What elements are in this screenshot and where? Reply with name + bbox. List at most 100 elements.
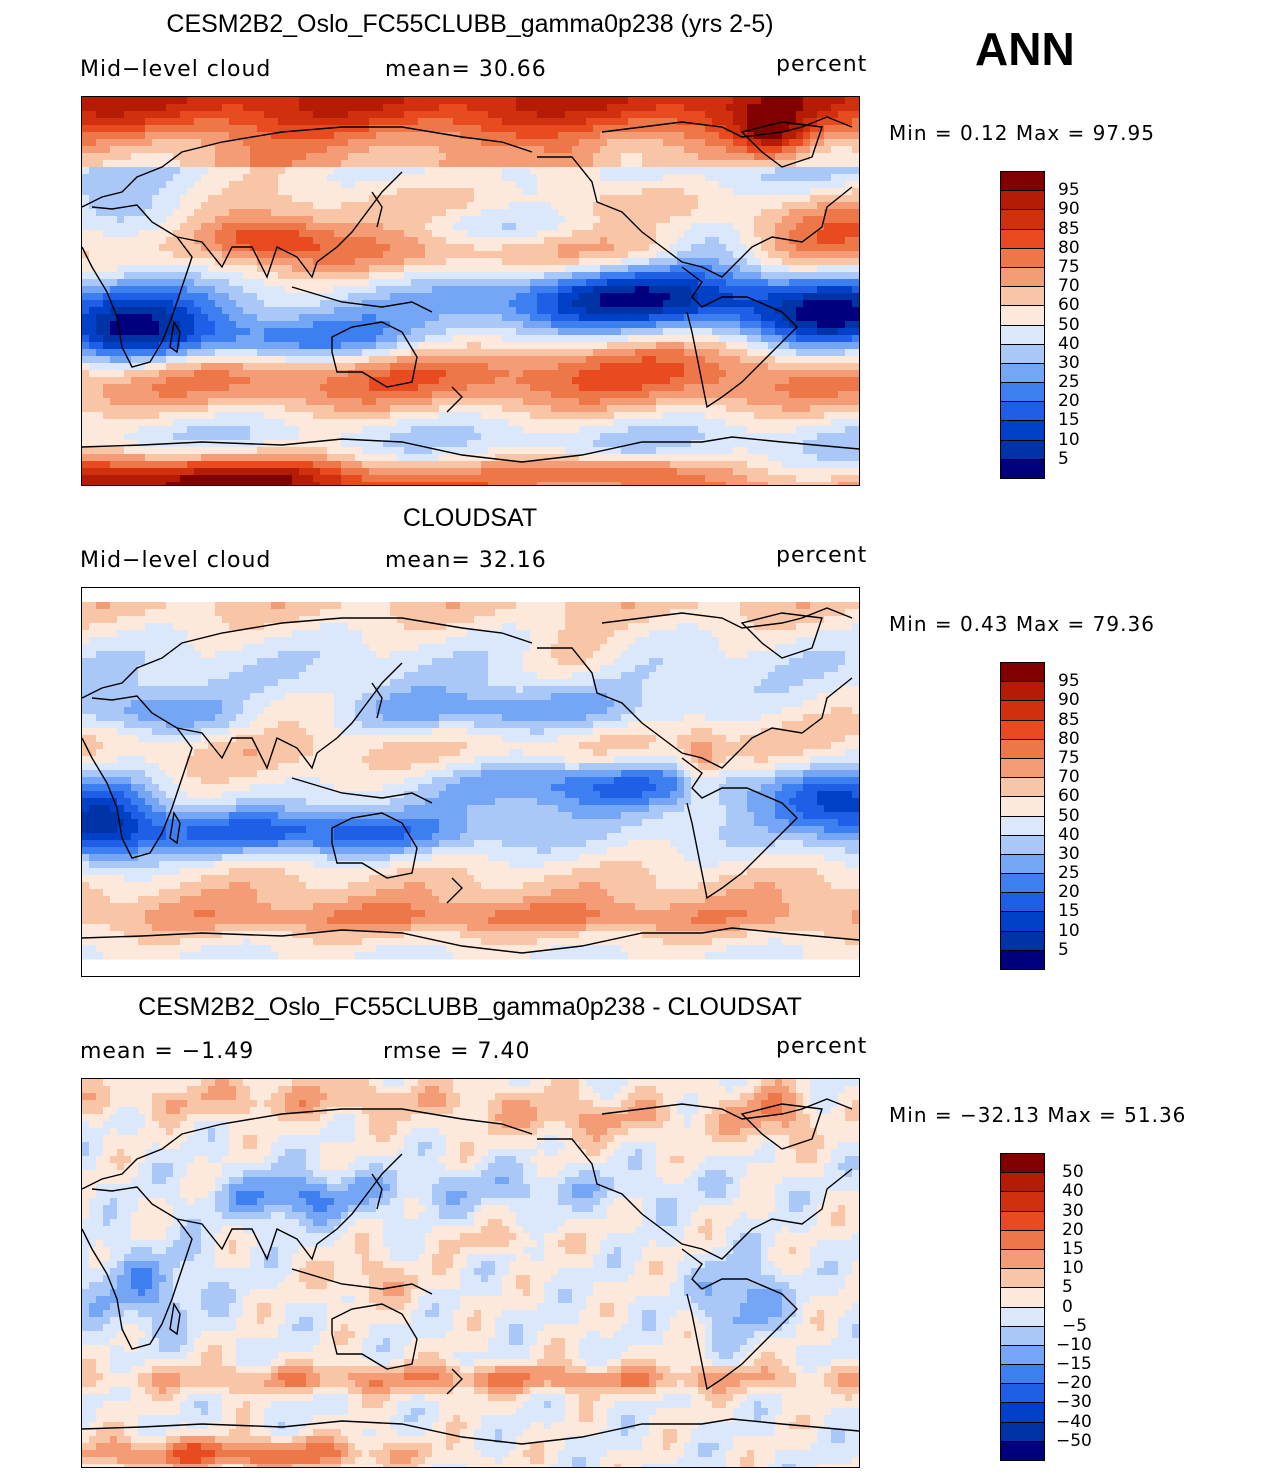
contour-cell xyxy=(369,188,377,196)
contour-cell xyxy=(509,188,517,196)
contour-cell xyxy=(348,265,356,273)
contour-cell xyxy=(740,265,748,273)
contour-cell xyxy=(474,363,482,371)
contour-cell xyxy=(229,342,237,350)
contour-cell xyxy=(187,335,195,343)
contour-cell xyxy=(845,188,853,196)
contour-cell xyxy=(82,111,90,119)
contour-cell xyxy=(824,104,832,112)
contour-cell xyxy=(803,293,811,301)
contour-cell xyxy=(173,377,181,385)
contour-cell xyxy=(173,209,181,217)
contour-cell xyxy=(572,244,580,252)
contour-cell xyxy=(719,195,727,203)
contour-cell xyxy=(299,342,307,350)
contour-cell xyxy=(579,391,587,399)
contour-cell xyxy=(726,328,734,336)
contour-cell xyxy=(292,342,300,350)
contour-cell xyxy=(278,104,286,112)
contour-cell xyxy=(572,335,580,343)
contour-cell xyxy=(278,139,286,147)
contour-cell xyxy=(754,181,762,189)
contour-cell xyxy=(355,153,363,161)
contour-cell xyxy=(103,132,111,140)
contour-cell xyxy=(383,405,391,413)
contour-cell xyxy=(201,216,209,224)
contour-cell xyxy=(355,321,363,329)
contour-cell xyxy=(810,307,818,315)
contour-cell xyxy=(600,237,608,245)
contour-cell xyxy=(292,230,300,238)
contour-cell xyxy=(180,349,188,357)
contour-cell xyxy=(166,265,174,273)
contour-cell xyxy=(586,328,594,336)
contour-cell xyxy=(201,258,209,266)
contour-cell xyxy=(677,209,685,217)
contour-cell xyxy=(306,188,314,196)
contour-cell xyxy=(138,244,146,252)
contour-cell xyxy=(705,188,713,196)
contour-cell xyxy=(537,181,545,189)
contour-cell xyxy=(656,202,664,210)
contour-cell xyxy=(628,167,636,175)
contour-cell xyxy=(551,265,559,273)
contour-cell xyxy=(299,377,307,385)
contour-cell xyxy=(663,335,671,343)
contour-cell xyxy=(208,223,216,231)
contour-cell xyxy=(768,202,776,210)
contour-cell xyxy=(166,398,174,406)
contour-cell xyxy=(474,118,482,126)
contour-cell xyxy=(593,293,601,301)
contour-cell xyxy=(446,188,454,196)
contour-cell xyxy=(362,223,370,231)
contour-cell xyxy=(565,104,573,112)
contour-cell xyxy=(474,181,482,189)
contour-cell xyxy=(271,160,279,168)
contour-cell xyxy=(530,314,538,322)
contour-cell xyxy=(229,328,237,336)
contour-cell xyxy=(558,265,566,273)
contour-cell xyxy=(383,391,391,399)
contour-cell xyxy=(453,97,461,105)
contour-cell xyxy=(425,125,433,133)
contour-cell xyxy=(530,258,538,266)
contour-cell xyxy=(236,314,244,322)
contour-cell xyxy=(740,370,748,378)
contour-cell xyxy=(390,125,398,133)
contour-cell xyxy=(348,370,356,378)
contour-cell xyxy=(481,349,489,357)
contour-cell xyxy=(607,279,615,287)
contour-cell xyxy=(327,153,335,161)
contour-cell xyxy=(670,349,678,357)
contour-cell xyxy=(355,342,363,350)
contour-cell xyxy=(383,223,391,231)
contour-cell xyxy=(481,223,489,231)
contour-cell xyxy=(82,174,90,182)
contour-cell xyxy=(712,111,720,119)
contour-cell xyxy=(446,349,454,357)
contour-cell xyxy=(775,363,783,371)
contour-cell xyxy=(516,398,524,406)
contour-cell xyxy=(838,181,846,189)
contour-cell xyxy=(474,202,482,210)
contour-cell xyxy=(502,111,510,119)
contour-cell xyxy=(698,146,706,154)
contour-cell xyxy=(481,125,489,133)
contour-cell xyxy=(180,118,188,126)
contour-cell xyxy=(740,174,748,182)
contour-cell xyxy=(327,97,335,105)
contour-cell xyxy=(670,237,678,245)
contour-cell xyxy=(138,97,146,105)
contour-cell xyxy=(292,174,300,182)
contour-cell xyxy=(89,300,97,308)
contour-cell xyxy=(236,335,244,343)
contour-cell xyxy=(124,258,132,266)
contour-cell xyxy=(572,111,580,119)
contour-cell xyxy=(607,405,615,413)
contour-cell xyxy=(208,244,216,252)
contour-cell xyxy=(131,181,139,189)
contour-cell xyxy=(166,118,174,126)
contour-cell xyxy=(614,223,622,231)
contour-cell xyxy=(201,167,209,175)
contour-cell xyxy=(243,195,251,203)
